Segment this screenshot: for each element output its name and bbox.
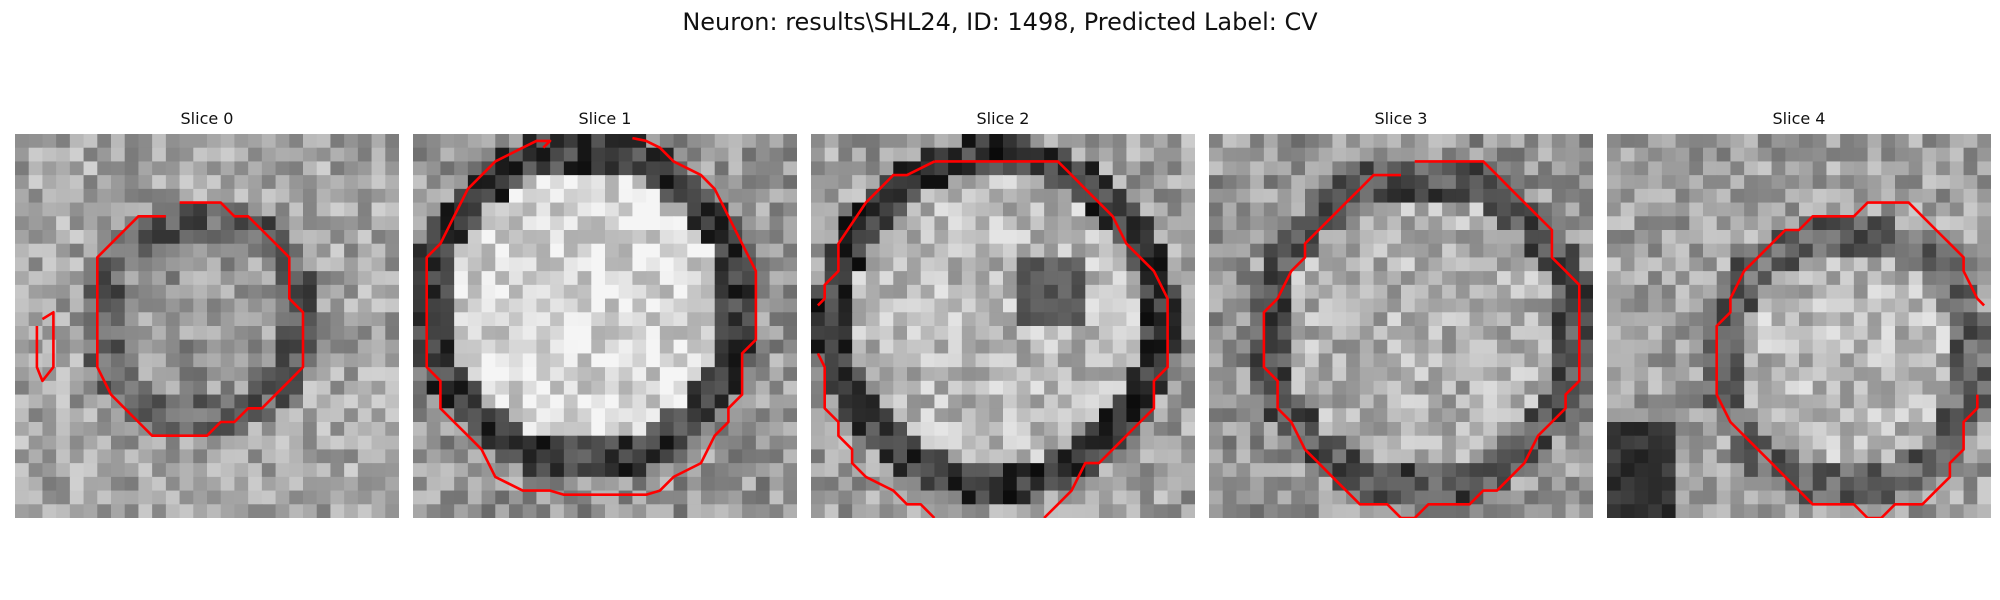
segmentation-contour: [816, 160, 935, 307]
segmentation-contour: [425, 136, 758, 497]
microscopy-slice-image: [15, 134, 399, 518]
panel-title: Slice 4: [1772, 109, 1826, 128]
pixel-grid: [1209, 134, 1593, 518]
segmentation-contour: [934, 160, 1169, 518]
panel-title: Slice 3: [1374, 109, 1428, 128]
pixel-grid: [15, 134, 399, 518]
slice-canvas: [413, 134, 797, 518]
pixel-grid: [413, 134, 797, 518]
slice-canvas: [811, 134, 1195, 518]
segmentation-contour: [522, 139, 552, 149]
segmentation-contour: [35, 311, 55, 383]
panel-title: Slice 2: [976, 109, 1030, 128]
panel-title: Slice 0: [180, 109, 234, 128]
microscopy-slice-image: [413, 134, 797, 518]
panel-title: Slice 1: [578, 109, 632, 128]
slice-canvas: [1209, 134, 1593, 518]
segmentation-contour: [1715, 201, 1979, 518]
segmentation-contour: [816, 352, 936, 518]
figure-title: Neuron: results\SHL24, ID: 1498, Predict…: [682, 8, 1318, 36]
microscopy-slice-image: [1209, 134, 1593, 518]
segmentation-contour: [1262, 160, 1581, 518]
pixel-grid: [1607, 134, 1991, 518]
segmentation-contour: [1895, 201, 1986, 307]
slice-canvas: [15, 134, 399, 518]
pixel-grid: [811, 134, 1195, 518]
microscopy-slice-image: [1607, 134, 1991, 518]
slice-canvas: [1607, 134, 1991, 518]
microscopy-slice-image: [811, 134, 1195, 518]
segmentation-contour: [96, 201, 305, 438]
